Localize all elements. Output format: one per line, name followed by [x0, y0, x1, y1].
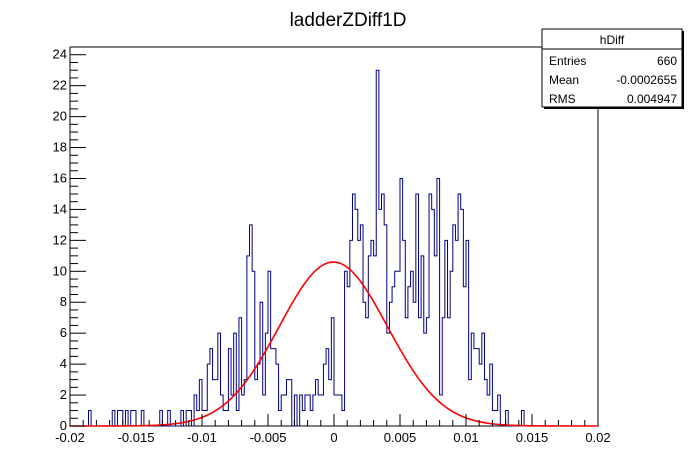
stats-box-frame: [541, 28, 683, 108]
x-tick-label: 0.01: [453, 430, 478, 445]
chart-title: ladderZDiff1D: [290, 10, 407, 31]
x-tick-label: -0.005: [250, 430, 287, 445]
x-tick-label: -0.01: [187, 430, 217, 445]
gaussian-fit-curve: [70, 261, 598, 427]
y-tick-label: 22: [53, 78, 67, 93]
y-tick-label: 20: [53, 109, 67, 124]
x-tick-label: 0.015: [516, 430, 549, 445]
y-tick-label: 24: [53, 47, 67, 62]
stats-row-label: RMS: [549, 92, 576, 106]
stats-row-label: Mean: [549, 73, 579, 87]
y-tick-label: 12: [53, 232, 67, 247]
y-tick-label: 8: [60, 294, 67, 309]
stats-box-title: hDiff: [600, 33, 625, 47]
x-tick-label: 0: [330, 430, 337, 445]
stats-row-value: -0.0002655: [616, 73, 677, 87]
y-tick-label: 4: [60, 356, 67, 371]
x-tick-label: -0.02: [55, 430, 85, 445]
x-tick-label: -0.015: [118, 430, 155, 445]
x-tick-label: 0.005: [384, 430, 417, 445]
plot-area: -0.02 -0.015 -0.01 -0.005 0 0.005 0.01 0.015 0.0…: [53, 46, 611, 445]
stats-row-value: 660: [657, 54, 677, 68]
y-tick-label: 0: [60, 418, 67, 433]
stats-row-value: 0.004947: [627, 92, 677, 106]
y-tick-label: 6: [60, 325, 67, 340]
y-tick-label: 14: [53, 201, 67, 216]
y-tick-label: 18: [53, 140, 67, 155]
y-tick-label: 2: [60, 387, 67, 402]
y-tick-label: 10: [53, 263, 67, 278]
y-tick-label: 16: [53, 170, 67, 185]
x-tick-label: 0.02: [585, 430, 610, 445]
stats-box: hDiff Entries 660 Mean -0.0002655 RMS 0.004947: [541, 28, 684, 109]
histogram-series: [70, 69, 598, 427]
stats-row-label: Entries: [549, 54, 586, 68]
